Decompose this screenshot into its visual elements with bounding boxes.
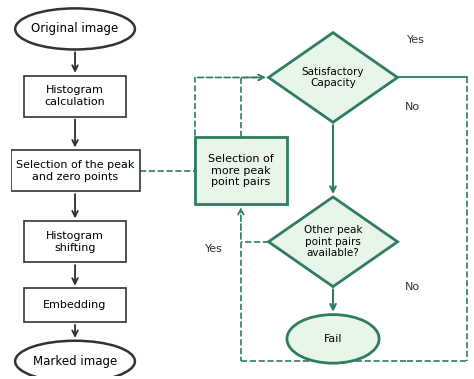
Text: No: No [404, 282, 419, 291]
Text: Yes: Yes [205, 244, 222, 254]
Text: No: No [404, 102, 419, 112]
Polygon shape [268, 197, 398, 287]
Text: Selection of the peak
and zero points: Selection of the peak and zero points [16, 160, 134, 182]
FancyBboxPatch shape [24, 288, 126, 322]
Text: Other peak
point pairs
available?: Other peak point pairs available? [304, 225, 362, 258]
Text: Yes: Yes [407, 35, 425, 45]
FancyBboxPatch shape [195, 137, 287, 204]
FancyBboxPatch shape [24, 221, 126, 262]
FancyBboxPatch shape [10, 150, 139, 191]
Text: Original image: Original image [31, 22, 118, 35]
Ellipse shape [15, 341, 135, 379]
Text: Histogram
calculation: Histogram calculation [45, 85, 105, 107]
FancyBboxPatch shape [24, 75, 126, 117]
Text: Satisfactory
Capacity: Satisfactory Capacity [302, 67, 364, 88]
Polygon shape [268, 33, 398, 122]
Text: Histogram
shifting: Histogram shifting [46, 231, 104, 252]
Text: Marked image: Marked image [33, 355, 117, 368]
Text: Selection of
more peak
point pairs: Selection of more peak point pairs [208, 154, 274, 188]
Text: Fail: Fail [324, 334, 342, 344]
Text: Embedding: Embedding [43, 300, 107, 310]
Ellipse shape [15, 8, 135, 49]
Ellipse shape [287, 315, 379, 363]
